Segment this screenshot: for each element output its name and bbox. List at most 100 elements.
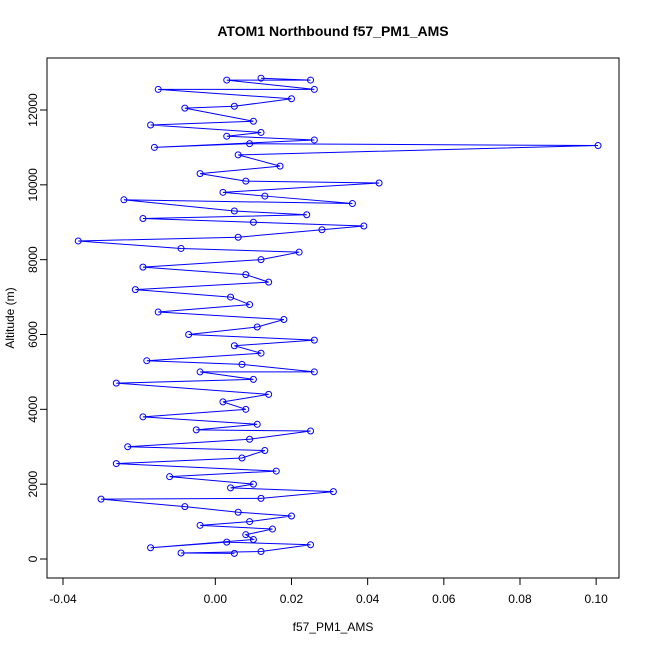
x-tick-label: 0.04 — [356, 592, 380, 606]
chart-title: ATOM1 Northbound f57_PM1_AMS — [217, 23, 448, 39]
data-point — [246, 301, 254, 309]
x-tick-label: 0.02 — [280, 592, 304, 606]
data-point — [112, 460, 120, 468]
data-point — [261, 446, 269, 454]
data-point — [375, 179, 383, 187]
data-point — [265, 390, 273, 398]
data-point — [280, 316, 288, 324]
data-point — [257, 256, 265, 264]
data-point — [242, 177, 250, 185]
data-point — [253, 323, 261, 331]
data-point — [246, 518, 254, 526]
y-tick-label: 4000 — [26, 396, 40, 423]
data-point — [234, 151, 242, 159]
data-point — [139, 413, 147, 421]
series-line — [78, 77, 599, 554]
data-point — [147, 544, 155, 552]
data-point — [223, 132, 231, 140]
data-point — [257, 548, 265, 556]
data-point — [238, 360, 246, 368]
data-point — [307, 427, 315, 435]
data-point — [318, 226, 326, 234]
y-tick-label: 2000 — [26, 470, 40, 497]
data-point — [223, 538, 231, 546]
data-point — [257, 494, 265, 502]
data-point — [124, 443, 132, 451]
data-point — [246, 435, 254, 443]
data-point — [257, 74, 265, 82]
data-point — [154, 85, 162, 93]
data-point — [249, 536, 257, 544]
data-point — [139, 215, 147, 223]
y-tick-label: 6000 — [26, 321, 40, 348]
data-point — [97, 495, 105, 503]
x-tick-label: 0.06 — [432, 592, 456, 606]
data-point — [234, 233, 242, 241]
data-point — [185, 331, 193, 339]
data-point — [594, 142, 602, 150]
data-point — [166, 473, 174, 481]
data-point — [360, 222, 368, 230]
y-tick-label: 10000 — [26, 168, 40, 202]
data-point — [150, 143, 158, 151]
data-point — [303, 211, 311, 219]
y-tick-label: 12000 — [26, 93, 40, 127]
data-point — [112, 379, 120, 387]
data-point — [74, 237, 82, 245]
data-point — [181, 104, 189, 112]
x-tick-label: 0.10 — [584, 592, 608, 606]
y-tick-label: 8000 — [26, 246, 40, 273]
data-point — [227, 293, 235, 301]
x-tick-label: -0.04 — [49, 592, 77, 606]
x-tick-label: 0.08 — [508, 592, 532, 606]
data-point — [249, 218, 257, 226]
data-point — [295, 248, 303, 256]
data-point — [310, 368, 318, 376]
data-point — [177, 549, 185, 557]
data-point — [268, 525, 276, 533]
data-point — [234, 508, 242, 516]
data-point — [307, 541, 315, 549]
data-point — [230, 102, 238, 110]
x-tick-label: 0.00 — [204, 592, 228, 606]
data-point — [230, 342, 238, 350]
data-point — [261, 192, 269, 200]
data-point — [131, 286, 139, 294]
data-point — [120, 196, 128, 204]
data-point — [196, 170, 204, 178]
data-point — [287, 95, 295, 103]
data-point — [249, 480, 257, 488]
plot-frame — [46, 57, 620, 579]
data-point — [196, 521, 204, 529]
data-point — [272, 467, 280, 475]
data-point — [227, 484, 235, 492]
data-point — [139, 263, 147, 271]
data-point — [265, 278, 273, 286]
y-axis-label: Altitude (m) — [3, 287, 17, 348]
data-point — [181, 503, 189, 511]
data-point — [310, 336, 318, 344]
data-point — [242, 271, 250, 279]
data-point — [242, 531, 250, 539]
data-point — [249, 375, 257, 383]
y-tick-label: 0 — [26, 555, 40, 562]
data-point — [238, 454, 246, 462]
data-point — [154, 308, 162, 316]
data-point — [253, 420, 261, 428]
data-point — [223, 76, 231, 84]
data-point — [249, 117, 257, 125]
data-point — [307, 76, 315, 84]
data-point — [246, 140, 254, 148]
data-point — [348, 200, 356, 208]
data-point — [329, 488, 337, 496]
data-point — [219, 398, 227, 406]
data-point — [242, 405, 250, 413]
data-point — [310, 136, 318, 144]
data-point — [257, 349, 265, 357]
data-point — [230, 207, 238, 215]
data-point — [219, 188, 227, 196]
data-point — [177, 244, 185, 252]
data-point — [147, 121, 155, 129]
